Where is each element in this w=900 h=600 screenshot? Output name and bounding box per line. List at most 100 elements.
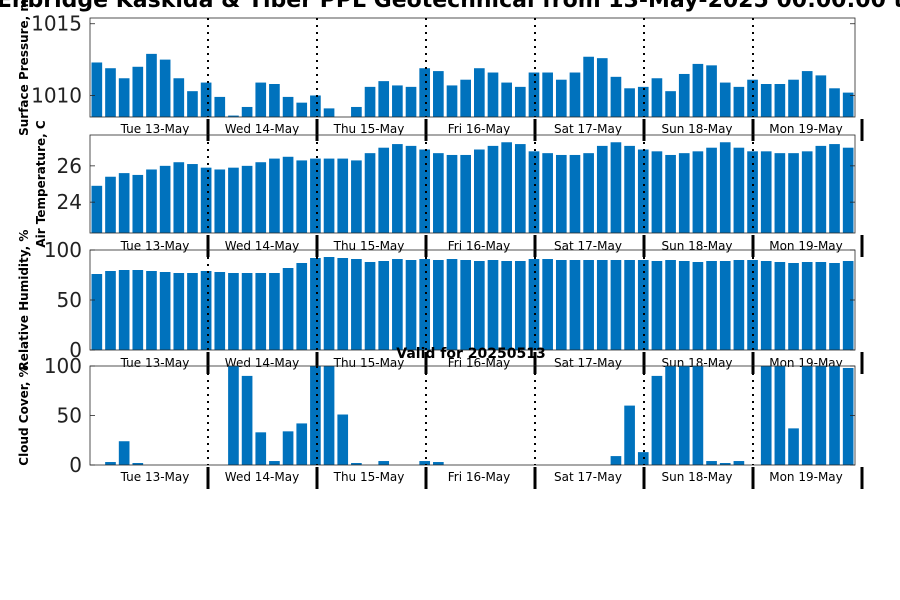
humidity-bar <box>801 262 813 350</box>
humidity-bar <box>637 260 649 350</box>
cloud-cover-bar <box>719 463 731 465</box>
humidity-bar <box>747 260 758 350</box>
humidity-bar <box>433 260 444 350</box>
pressure-ytick-label: 1010 <box>31 83 82 107</box>
humidity-bar <box>159 272 171 350</box>
cloud-cover-bar <box>678 366 690 465</box>
pressure-bar <box>815 75 827 117</box>
pressure-bar <box>296 102 308 117</box>
pressure-bar <box>692 63 704 117</box>
pressure-bar <box>132 66 144 117</box>
temperature-day-label: Sat 17-May <box>554 239 622 253</box>
cloud-cover-bar <box>282 431 294 465</box>
cloud-cover-day-label: Tue 13-May <box>120 470 190 484</box>
pressure-axes-box <box>89 17 856 118</box>
temperature-bar <box>187 164 198 233</box>
humidity-bar <box>733 260 745 350</box>
pressure-bar <box>651 78 663 117</box>
pressure-day-label: Wed 14-May <box>225 122 299 136</box>
temperature-bar <box>241 165 253 233</box>
humidity-bar <box>583 260 594 350</box>
humidity-bar <box>214 272 226 350</box>
pressure-bar <box>159 59 171 117</box>
pressure-bar <box>706 65 717 117</box>
cloud-cover-ytick-label: 50 <box>57 404 82 428</box>
humidity-bar <box>323 257 335 350</box>
temperature-bar <box>200 167 212 233</box>
cloud-cover-bar <box>760 366 772 465</box>
temperature-bar <box>118 173 130 233</box>
humidity-bar <box>241 273 253 350</box>
humidity-day-label: Fri 16-May <box>448 356 511 370</box>
humidity-bar <box>624 260 635 350</box>
pressure-bar <box>433 71 444 117</box>
temperature-bar <box>514 144 526 233</box>
temperature-bar <box>501 142 512 233</box>
cloud-cover-bar <box>255 432 267 465</box>
temperature-bar <box>665 154 676 233</box>
pressure-bar <box>105 68 116 117</box>
temperature-bar <box>159 165 171 233</box>
temperature-bar <box>706 147 717 233</box>
humidity-bar <box>405 260 417 350</box>
pressure-bar <box>719 82 731 117</box>
cloud-cover-day-label: Mon 19-May <box>769 470 843 484</box>
cloud-cover-bar <box>610 456 622 465</box>
humidity-bar <box>487 260 499 350</box>
temperature-bar <box>310 158 321 233</box>
pressure-bar <box>569 72 581 117</box>
cloud-cover-bar <box>665 366 676 465</box>
humidity-bar <box>665 260 676 350</box>
pressure-ytick-label: 1015 <box>31 12 82 36</box>
temperature-bar <box>474 149 485 233</box>
cloud-cover-bar <box>788 428 799 465</box>
humidity-bar <box>282 268 294 350</box>
pressure-bar <box>596 58 608 117</box>
pressure-day-label: Sat 17-May <box>554 122 622 136</box>
humidity-ylabel: Relative Humidity, % <box>17 230 31 371</box>
humidity-bar <box>173 273 185 350</box>
temperature-day-label: Tue 13-May <box>120 239 190 253</box>
humidity-day-label: Sat 17-May <box>554 356 622 370</box>
cloud-cover-bar <box>378 461 390 465</box>
pressure-bar <box>665 91 676 117</box>
temperature-bar <box>610 142 622 233</box>
cloud-cover-day-label: Thu 15-May <box>333 470 405 484</box>
temperature-bar <box>596 145 608 233</box>
pressure-bar <box>419 68 431 117</box>
cloud-cover-bar <box>132 463 144 465</box>
pressure-bar <box>760 84 772 117</box>
humidity-bar <box>228 273 239 350</box>
temperature-bar <box>815 145 827 233</box>
cloud-cover-day-label: Sun 18-May <box>661 470 732 484</box>
temperature-bar <box>296 160 308 233</box>
figure-title: Enbridge Kaskida & Tiber PPL Geotechnica… <box>0 0 900 13</box>
temperature-bar <box>214 169 226 233</box>
temperature-bar <box>91 185 103 233</box>
cloud-cover-bar <box>228 366 239 465</box>
pressure-bar <box>118 78 130 117</box>
temperature-bar <box>433 153 444 233</box>
cloud-cover-bar <box>105 462 116 465</box>
pressure-bar <box>528 72 540 117</box>
cloud-cover-day-label: Fri 16-May <box>448 470 511 484</box>
pressure-bar <box>214 96 226 117</box>
humidity-bar <box>842 261 854 350</box>
temperature-day-label: Mon 19-May <box>769 239 843 253</box>
humidity-bar <box>146 271 157 350</box>
humidity-ytick-label: 0 <box>69 338 82 362</box>
cloud-cover-bar <box>351 463 362 465</box>
pressure-bar <box>747 79 758 117</box>
cloud-cover-bar <box>296 423 308 465</box>
humidity-bar <box>337 258 349 350</box>
chart-panels: 1010 1015 Tue 13-May Wed 14-May Thu 15-May Fr… <box>17 0 864 489</box>
cloud-cover-bar <box>241 375 253 465</box>
pressure-bar <box>255 82 267 117</box>
humidity-bar <box>118 270 130 350</box>
pressure-ylabel: Surface Pressure, m <box>17 0 31 136</box>
temperature-bar <box>228 167 239 233</box>
cloud-cover-day-label: Wed 14-May <box>225 470 299 484</box>
temperature-bar <box>583 153 594 233</box>
temperature-bar <box>678 153 690 233</box>
temperature-bar <box>392 144 403 233</box>
